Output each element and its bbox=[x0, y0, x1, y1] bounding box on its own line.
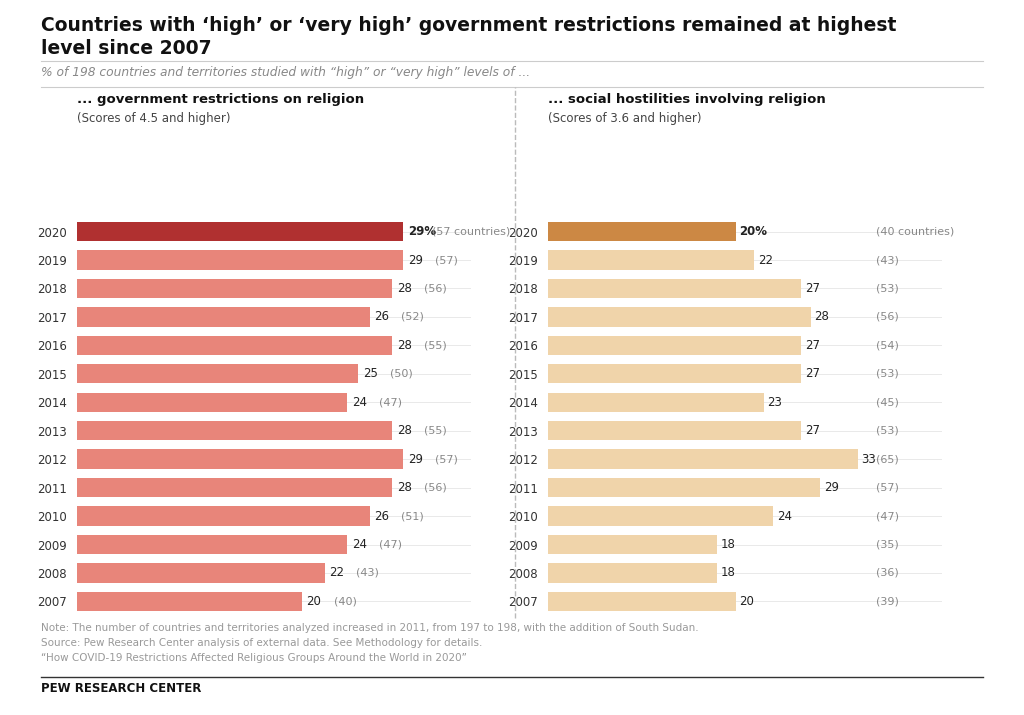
Text: ... government restrictions on religion: ... government restrictions on religion bbox=[77, 93, 364, 106]
Bar bbox=[77, 563, 325, 583]
Bar bbox=[548, 563, 717, 583]
Text: 26: 26 bbox=[374, 510, 389, 523]
Text: 29: 29 bbox=[408, 453, 423, 465]
Text: 27: 27 bbox=[805, 339, 820, 352]
Text: 22: 22 bbox=[329, 566, 344, 579]
Text: (39): (39) bbox=[877, 596, 899, 606]
Text: 18: 18 bbox=[721, 566, 735, 579]
Text: 28: 28 bbox=[396, 282, 412, 295]
Text: level since 2007: level since 2007 bbox=[41, 39, 212, 59]
Text: (57 countries): (57 countries) bbox=[432, 227, 510, 237]
Bar bbox=[548, 222, 735, 241]
Bar bbox=[548, 450, 858, 469]
Bar bbox=[548, 393, 764, 412]
Text: (53): (53) bbox=[877, 369, 899, 379]
Text: 25: 25 bbox=[362, 368, 378, 380]
Text: (56): (56) bbox=[877, 312, 899, 322]
Text: (51): (51) bbox=[401, 511, 424, 521]
Text: (54): (54) bbox=[877, 340, 899, 350]
Text: (65): (65) bbox=[877, 454, 899, 464]
Bar bbox=[77, 393, 347, 412]
Text: (40): (40) bbox=[334, 596, 356, 606]
Text: 20: 20 bbox=[306, 595, 322, 608]
Text: (53): (53) bbox=[877, 425, 899, 435]
Text: (35): (35) bbox=[877, 540, 899, 550]
Text: (53): (53) bbox=[877, 283, 899, 293]
Bar bbox=[548, 535, 717, 554]
Text: 27: 27 bbox=[805, 424, 820, 437]
Bar bbox=[77, 250, 403, 270]
Text: 26: 26 bbox=[374, 310, 389, 323]
Text: Note: The number of countries and territories analyzed increased in 2011, from 1: Note: The number of countries and territ… bbox=[41, 623, 698, 663]
Text: (40 countries): (40 countries) bbox=[877, 227, 954, 237]
Text: (52): (52) bbox=[401, 312, 424, 322]
Bar bbox=[548, 250, 755, 270]
Text: 27: 27 bbox=[805, 282, 820, 295]
Text: (43): (43) bbox=[877, 255, 899, 265]
Bar bbox=[548, 421, 801, 440]
Bar bbox=[548, 364, 801, 383]
Text: 28: 28 bbox=[396, 481, 412, 494]
Bar bbox=[77, 450, 403, 469]
Text: 29: 29 bbox=[408, 254, 423, 267]
Bar bbox=[77, 478, 392, 498]
Text: 22: 22 bbox=[758, 254, 773, 267]
Text: 33: 33 bbox=[861, 453, 877, 465]
Text: Countries with ‘high’ or ‘very high’ government restrictions remained at highest: Countries with ‘high’ or ‘very high’ gov… bbox=[41, 16, 896, 35]
Bar bbox=[548, 336, 801, 355]
Text: (56): (56) bbox=[424, 283, 446, 293]
Text: ... social hostilities involving religion: ... social hostilities involving religio… bbox=[548, 93, 825, 106]
Bar bbox=[77, 535, 347, 554]
Text: (47): (47) bbox=[379, 540, 401, 550]
Text: 28: 28 bbox=[814, 310, 829, 323]
Text: PEW RESEARCH CENTER: PEW RESEARCH CENTER bbox=[41, 682, 202, 695]
Text: 18: 18 bbox=[721, 538, 735, 551]
Text: (47): (47) bbox=[877, 511, 899, 521]
Bar bbox=[548, 307, 811, 327]
Text: 28: 28 bbox=[396, 339, 412, 352]
Bar bbox=[548, 506, 773, 526]
Bar bbox=[77, 364, 358, 383]
Bar bbox=[77, 421, 392, 440]
Text: 20: 20 bbox=[739, 595, 755, 608]
Bar bbox=[77, 336, 392, 355]
Text: 20%: 20% bbox=[739, 225, 767, 238]
Text: (Scores of 3.6 and higher): (Scores of 3.6 and higher) bbox=[548, 112, 701, 125]
Text: (47): (47) bbox=[379, 398, 401, 408]
Bar bbox=[77, 307, 370, 327]
Text: 29: 29 bbox=[823, 481, 839, 494]
Bar bbox=[77, 222, 403, 241]
Text: (56): (56) bbox=[424, 483, 446, 493]
Text: (45): (45) bbox=[877, 398, 899, 408]
Text: 24: 24 bbox=[351, 538, 367, 551]
Text: 27: 27 bbox=[805, 368, 820, 380]
Text: (50): (50) bbox=[390, 369, 413, 379]
Text: 28: 28 bbox=[396, 424, 412, 437]
Bar bbox=[548, 279, 801, 298]
Text: (36): (36) bbox=[877, 568, 899, 578]
Text: % of 198 countries and territories studied with “high” or “very high” levels of : % of 198 countries and territories studi… bbox=[41, 66, 530, 79]
Text: (57): (57) bbox=[435, 255, 458, 265]
Text: (57): (57) bbox=[435, 454, 458, 464]
Text: 24: 24 bbox=[777, 510, 792, 523]
Bar bbox=[548, 478, 820, 498]
Text: (55): (55) bbox=[424, 425, 446, 435]
Bar bbox=[77, 506, 370, 526]
Text: 24: 24 bbox=[351, 396, 367, 409]
Text: (Scores of 4.5 and higher): (Scores of 4.5 and higher) bbox=[77, 112, 230, 125]
Text: (57): (57) bbox=[877, 483, 899, 493]
Text: (55): (55) bbox=[424, 340, 446, 350]
Text: 23: 23 bbox=[768, 396, 782, 409]
Bar bbox=[548, 592, 735, 611]
Bar bbox=[77, 592, 302, 611]
Text: (43): (43) bbox=[356, 568, 379, 578]
Bar bbox=[77, 279, 392, 298]
Text: 29%: 29% bbox=[408, 225, 436, 238]
